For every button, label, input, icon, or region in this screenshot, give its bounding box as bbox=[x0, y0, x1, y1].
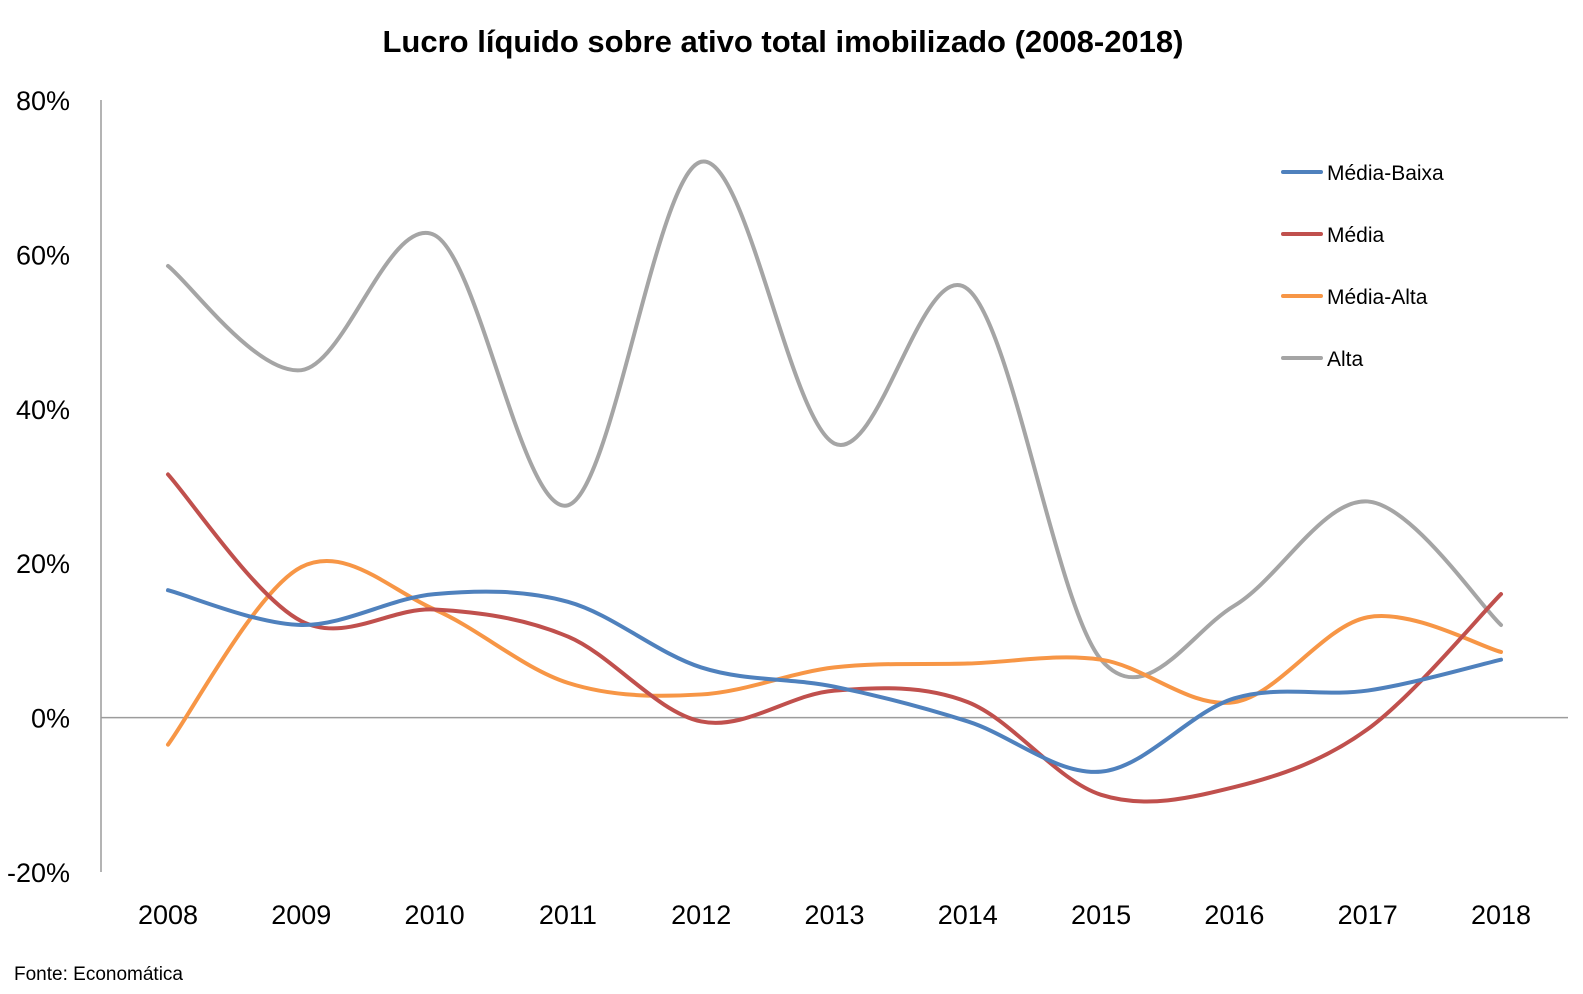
x-tick-label: 2017 bbox=[1338, 900, 1398, 930]
legend-label: Média-Baixa bbox=[1327, 162, 1444, 185]
legend-label: Alta bbox=[1327, 348, 1364, 371]
x-tick-label: 2009 bbox=[271, 900, 331, 930]
source-note: Fonte: Economática bbox=[14, 964, 183, 985]
x-tick-label: 2011 bbox=[539, 900, 597, 930]
series-line-media-alta bbox=[166, 559, 1503, 747]
x-tick-label: 2016 bbox=[1204, 900, 1264, 930]
x-tick-label: 2008 bbox=[138, 900, 198, 930]
y-tick-label: 0% bbox=[31, 704, 70, 734]
chart-title: Lucro líquido sobre ativo total imobiliz… bbox=[383, 24, 1184, 59]
series-line-media-baixa bbox=[166, 588, 1503, 774]
legend: Média-Baixa Média Média-Alta Alta bbox=[1281, 162, 1444, 371]
y-tick-label: 40% bbox=[16, 395, 70, 425]
y-tick-label: -20% bbox=[7, 858, 70, 888]
series-lines bbox=[166, 159, 1503, 804]
x-tick-label: 2010 bbox=[405, 900, 465, 930]
series-line-media bbox=[166, 472, 1503, 804]
x-tick-label: 2014 bbox=[938, 900, 998, 930]
x-tick-label: 2018 bbox=[1471, 900, 1531, 930]
legend-label: Média-Alta bbox=[1327, 286, 1428, 309]
y-axis-ticks: -20% 0% 20% 40% 60% 80% bbox=[7, 86, 70, 888]
series-line-alta bbox=[166, 159, 1503, 680]
x-tick-label: 2015 bbox=[1071, 900, 1131, 930]
axes bbox=[100, 100, 1568, 872]
legend-label: Média bbox=[1327, 224, 1385, 247]
y-tick-label: 60% bbox=[16, 240, 70, 270]
x-tick-label: 2013 bbox=[804, 900, 864, 930]
y-tick-label: 80% bbox=[16, 86, 70, 116]
y-tick-label: 20% bbox=[16, 549, 70, 579]
x-axis-ticks: 2008 2009 2010 2011 2012 2013 2014 2015 2016 2017… bbox=[138, 900, 1531, 930]
x-tick-label: 2012 bbox=[671, 900, 731, 930]
